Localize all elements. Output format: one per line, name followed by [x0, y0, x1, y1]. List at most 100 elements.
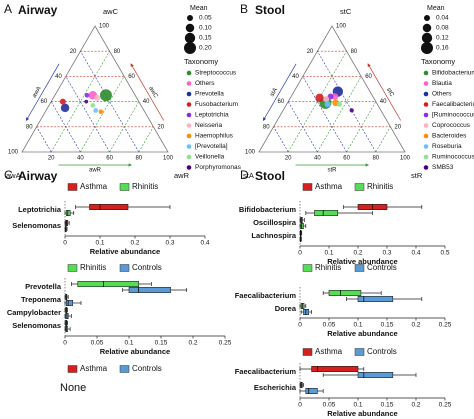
legend-label: Asthma: [80, 364, 108, 373]
size-legend-dot: [187, 15, 193, 21]
legend-label: Haemophilus: [195, 133, 234, 140]
grid-line: [50, 101, 81, 153]
legend-label: Prevotella: [195, 91, 224, 98]
legend-swatch: [423, 165, 429, 170]
x-axis-label: Relative abundance: [327, 257, 397, 266]
x-tick-label: 0.15: [155, 340, 168, 347]
legend-swatch: [423, 91, 429, 97]
legend-swatch: [186, 165, 192, 170]
a-tick-label: 80: [263, 124, 270, 130]
legend-label: Controls: [132, 263, 162, 272]
grid-line: [80, 76, 125, 153]
legend-swatch: [186, 133, 192, 139]
legend-swatch: [186, 102, 192, 107]
grid-line: [317, 76, 362, 153]
size-legend-title: Mean: [427, 5, 445, 12]
legend-label: Controls: [132, 364, 162, 373]
legend-swatch: [186, 112, 192, 118]
x-tick-label: 0.05: [323, 402, 336, 409]
size-legend-label: 0.08: [436, 25, 449, 32]
a-tick-label: 100: [245, 150, 256, 156]
x-tick-label: 0.2: [353, 250, 362, 257]
axis-label: stC: [340, 7, 352, 16]
box: [89, 204, 129, 211]
r-tick-label: 40: [77, 156, 84, 162]
legend-swatch: [354, 183, 365, 191]
c-tick-label: 60: [128, 74, 135, 80]
ternary-point: [94, 94, 101, 101]
legend-label: Asthma: [315, 182, 343, 191]
ternary-point: [59, 98, 66, 105]
legend-label: [Ruminococcus]: [432, 112, 474, 119]
c-tick-label: 40: [380, 99, 387, 105]
axis-label: awR: [89, 168, 102, 174]
category-label: Escherichia: [254, 383, 297, 392]
x-axis-label: Relative abundance: [327, 409, 397, 418]
x-tick-label: 0.1: [324, 250, 333, 257]
x-tick-label: 0.4: [411, 250, 420, 257]
x-tick-label: 0: [63, 240, 67, 247]
legend-swatch: [186, 154, 192, 160]
legend-label: Bacteroides: [432, 133, 467, 140]
legend-title: Taxonomy: [184, 57, 218, 66]
r-tick-label: 100: [163, 156, 174, 162]
annotation: None: [60, 382, 86, 394]
axis-arrow: [130, 63, 165, 121]
legend-title: Taxonomy: [421, 57, 455, 66]
c-tick-label: 20: [157, 124, 164, 130]
legend-swatch: [423, 70, 429, 76]
panel-title: Airway: [18, 3, 58, 17]
size-legend-dot: [421, 32, 433, 44]
legend-label: Rhinitis: [80, 263, 106, 272]
a-tick-label: 100: [8, 150, 19, 156]
box: [311, 365, 359, 372]
legend-label: Asthma: [315, 347, 343, 356]
legend-swatch: [119, 264, 130, 272]
category-label: Lachnospira: [251, 231, 296, 240]
box: [128, 286, 171, 293]
category-label: Bifidobacterium: [239, 205, 296, 214]
box: [77, 280, 139, 287]
legend-label: Fusobacterium: [195, 101, 238, 108]
r-tick-label: 20: [285, 156, 292, 162]
legend-swatch: [67, 264, 78, 272]
legend-label: Others: [195, 80, 215, 87]
legend-label: Others: [432, 91, 452, 98]
x-tick-label: 0.2: [188, 340, 197, 347]
grid-line: [302, 76, 347, 153]
x-tick-label: 0: [298, 322, 302, 329]
size-legend-dot: [424, 15, 430, 21]
legend-label: Faecalibacterium: [432, 101, 474, 108]
legend-swatch: [354, 264, 365, 272]
axis-label: stR: [328, 168, 338, 174]
size-legend-dot: [184, 32, 196, 44]
legend-label: Leptotrichia: [195, 112, 229, 119]
ternary-point: [324, 101, 331, 108]
size-legend-label: 0.04: [436, 15, 449, 22]
legend-label: Asthma: [80, 182, 108, 191]
category-label: Treponema: [21, 295, 62, 304]
size-legend-dot: [184, 42, 196, 54]
r-tick-label: 80: [135, 156, 142, 162]
legend-swatch: [423, 102, 429, 107]
grid-line: [317, 51, 377, 153]
size-legend-label: 0.12: [436, 35, 449, 42]
r-tick-label: 40: [314, 156, 321, 162]
legend-swatch: [67, 365, 78, 373]
legend-label: Neisseria: [195, 122, 222, 129]
legend-label: Roseburia: [432, 143, 462, 150]
size-legend-dot: [421, 42, 433, 54]
legend-label: Rhinitis: [315, 263, 341, 272]
category-label: Campylobacter: [7, 308, 61, 317]
r-tick-label: 60: [106, 156, 113, 162]
grid-line: [375, 126, 391, 153]
x-tick-label: 0.2: [411, 322, 420, 329]
x-axis-label: Relative abundance: [90, 247, 160, 256]
legend-swatch: [119, 365, 130, 373]
legend-swatch: [302, 183, 313, 191]
a-tick-label: 20: [307, 49, 314, 55]
x-tick-label: 0: [63, 340, 67, 347]
category-label: Prevotella: [25, 282, 62, 291]
grid-line: [287, 51, 347, 153]
